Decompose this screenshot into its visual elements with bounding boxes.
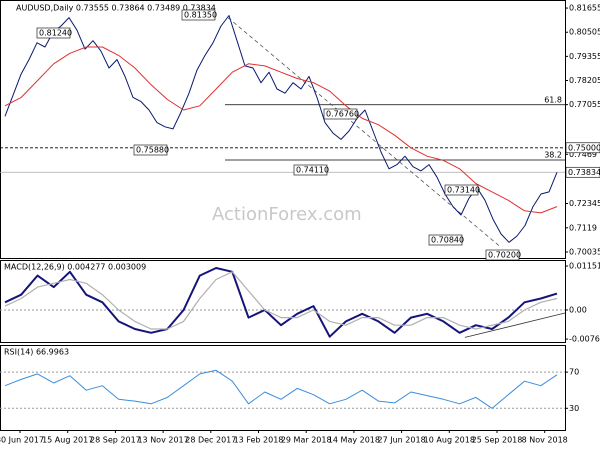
x-tick-label: 8 Nov 2018 bbox=[522, 436, 568, 445]
x-tick-label: 13 Nov 2017 bbox=[137, 436, 188, 445]
x-tick-label: 13 Feb 2018 bbox=[234, 436, 284, 445]
annotation: 0.74110 bbox=[296, 166, 329, 175]
annotation-box bbox=[323, 108, 358, 120]
series-line bbox=[4, 271, 558, 330]
annotation: 0.73140 bbox=[447, 186, 480, 195]
y-tick-label: 0.80505 bbox=[569, 28, 600, 37]
annotation: 0.75880 bbox=[136, 146, 169, 155]
series-line bbox=[4, 15, 558, 243]
annotation: 0.81240 bbox=[39, 29, 72, 38]
y-tick-label: 0.72345 bbox=[569, 199, 600, 208]
x-tick-label: 10 Aug 2018 bbox=[424, 436, 475, 445]
x-tick-label: 27 Jun 2018 bbox=[378, 436, 426, 445]
x-tick-label: 15 Aug 2017 bbox=[42, 436, 93, 445]
price-panel bbox=[0, 0, 566, 259]
y-tick-label: 0.81655 bbox=[569, 4, 600, 13]
annotation-box bbox=[444, 184, 479, 196]
watermark: ActionForex.com bbox=[212, 204, 362, 225]
fib-label: 61.8 bbox=[544, 95, 562, 104]
y-tick-label: 0.00 bbox=[569, 305, 587, 314]
trend-line bbox=[464, 312, 566, 338]
macd-panel bbox=[0, 260, 566, 343]
y-tick-label: 0.70035 bbox=[569, 248, 600, 257]
series-line bbox=[4, 369, 558, 409]
y-tick-label: 0.77055 bbox=[569, 100, 600, 109]
annotation-box bbox=[36, 27, 71, 39]
annotation: 0.70840 bbox=[431, 236, 464, 245]
x-tick-label: 28 Sep 2017 bbox=[90, 436, 141, 445]
annotation-box bbox=[133, 144, 168, 156]
y-tick-label: 0.7469 bbox=[569, 150, 597, 159]
y-tick-label: 0.7119 bbox=[569, 223, 597, 232]
annotation-box bbox=[428, 234, 463, 246]
y-tick-label: 30 bbox=[569, 404, 579, 413]
x-tick-label: 29 Mar 2018 bbox=[281, 436, 332, 445]
series-line bbox=[4, 267, 558, 338]
macd-title: MACD(12,26,9) 0.004277 0.003009 bbox=[4, 263, 146, 272]
level-label-box bbox=[565, 166, 600, 178]
price-title: AUDUSD,Daily 0.73555 0.73864 0.73489 0.7… bbox=[16, 4, 216, 13]
level-label: 0.75000 bbox=[568, 143, 600, 152]
annotation-box bbox=[181, 9, 216, 21]
annotation-box bbox=[485, 249, 520, 261]
x-tick-label: 25 Sep 2018 bbox=[472, 436, 523, 445]
y-tick-label: 0.78205 bbox=[569, 76, 600, 85]
y-tick-label: 0.011519 bbox=[569, 262, 600, 271]
rsi-panel bbox=[0, 345, 566, 431]
x-tick-label: 30 Jun 2017 bbox=[0, 436, 44, 445]
x-tick-label: 28 Dec 2017 bbox=[185, 436, 236, 445]
x-tick-label: 14 May 2018 bbox=[328, 436, 380, 445]
annotation-box bbox=[293, 164, 328, 176]
y-tick-label: -0.007634 bbox=[569, 335, 600, 344]
series-line bbox=[4, 46, 558, 214]
rsi-title: RSI(14) 66.9963 bbox=[4, 348, 69, 357]
annotation: 0.70200 bbox=[488, 251, 521, 260]
level-label-box bbox=[565, 142, 600, 154]
y-tick-label: 0.79355 bbox=[569, 52, 600, 61]
annotation: 0.76760 bbox=[326, 110, 359, 119]
annotation: 0.81350 bbox=[184, 11, 217, 20]
level-label: 0.73834 bbox=[568, 168, 600, 177]
y-tick-label: 70 bbox=[569, 368, 579, 377]
fib-label: 38.2 bbox=[544, 150, 562, 159]
